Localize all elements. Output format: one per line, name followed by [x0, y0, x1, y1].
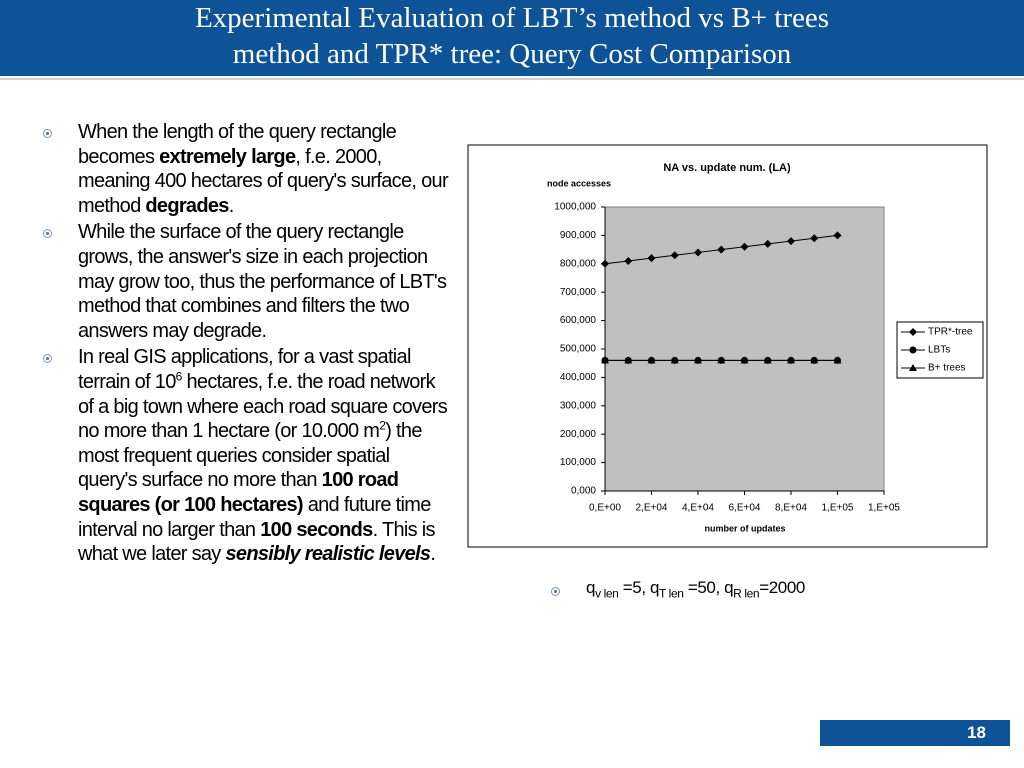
title-bar: Experimental Evaluation of LBT’s method …: [0, 0, 1024, 76]
bullet-list: When the length of the query rectangle b…: [40, 120, 450, 569]
marker: [717, 245, 726, 254]
x-tick-label: 8,E+04: [775, 503, 807, 514]
text-run: 2: [379, 418, 386, 433]
y-tick-label: 0,000: [571, 486, 596, 497]
marker: [624, 256, 633, 265]
y-tick-label: 1000,000: [554, 202, 596, 213]
title-line: Experimental Evaluation of LBT’s method …: [194, 2, 830, 34]
legend-label: B+ trees: [928, 363, 966, 374]
text-run: T len: [659, 586, 684, 601]
marker: [694, 248, 702, 257]
marker: [909, 346, 917, 354]
legend-label: TPR*-tree: [928, 327, 973, 338]
marker: [601, 259, 609, 268]
marker: [833, 231, 842, 240]
y-tick-label: 100,000: [560, 457, 597, 468]
x-tick-label: 6,E+04: [729, 503, 761, 514]
marker: [694, 356, 702, 364]
text-run: , f.e. 2000, meaning 400 hectares of que…: [78, 145, 449, 217]
text-run: .: [228, 194, 235, 217]
text-run: 6: [175, 369, 183, 384]
marker: [909, 328, 917, 336]
text-run: ) the most frequent queries consider spa…: [78, 420, 422, 492]
y-tick-label: 900,000: [560, 230, 597, 241]
y-axis-title: node accesses: [547, 178, 611, 188]
text-run: . This is what we later say: [78, 518, 436, 566]
marker: [601, 356, 609, 364]
bullet: While the surface of the query rectangle…: [40, 220, 450, 343]
marker: [787, 356, 795, 364]
y-tick-label: 700,000: [560, 287, 597, 298]
x-tick-label: 2,E+04: [636, 503, 668, 514]
legend-label: LBTs: [928, 345, 950, 356]
text-run: q: [586, 578, 596, 597]
text-run: and future time interval no larger than: [78, 493, 431, 541]
text-run: extremely large: [159, 145, 296, 168]
marker: [670, 356, 679, 364]
y-tick-label: 400,000: [560, 372, 597, 383]
chart-title: NA vs. update num. (LA): [663, 162, 791, 174]
marker: [740, 242, 749, 251]
text-run: v len: [595, 586, 619, 601]
text-run: degrades: [145, 194, 229, 217]
page-number: 18: [820, 720, 1010, 746]
text-run: In real GIS applications, for a vast spa…: [78, 346, 411, 393]
y-tick-label: 600,000: [560, 315, 597, 326]
x-tick-label: 1,E+05: [822, 503, 854, 514]
marker: [787, 237, 795, 246]
text-run: R len: [733, 586, 760, 601]
x-tick-label: 1,E+05: [868, 503, 900, 514]
text-run: 100 seconds: [260, 518, 373, 541]
text-run: =50, q: [683, 578, 734, 597]
marker: [670, 251, 679, 260]
title-line: method and TPR* tree: Query Cost Compari…: [232, 38, 792, 70]
bullet: When the length of the query rectangle b…: [40, 120, 450, 218]
marker: [647, 356, 656, 364]
marker: [763, 356, 772, 364]
x-tick-label: 0,E+00: [589, 503, 621, 514]
marker: [763, 239, 772, 248]
y-tick-label: 800,000: [560, 258, 597, 269]
text-run: 100 road squares (or 100 hectares): [78, 469, 399, 516]
y-tick-label: 500,000: [560, 344, 597, 355]
x-tick-label: 4,E+04: [682, 503, 714, 514]
text-run: =2000: [759, 578, 805, 597]
text-run: .: [430, 543, 436, 566]
text-run: While the surface of the query rectangle…: [78, 221, 447, 342]
marker: [810, 356, 819, 364]
y-tick-label: 300,000: [560, 400, 597, 411]
marker: [740, 356, 749, 364]
marker: [909, 364, 917, 371]
marker: [833, 356, 842, 364]
marker: [647, 254, 656, 263]
x-axis-title: number of updates: [704, 523, 785, 533]
divider: [0, 78, 1024, 80]
text-run: =5, q: [618, 578, 660, 597]
bullet: In real GIS applications, for a vast spa…: [40, 345, 450, 566]
marker: [717, 356, 726, 364]
y-tick-label: 200,000: [560, 429, 597, 440]
text-run: hectares, f.e. the road network of a big…: [78, 370, 448, 443]
text-run: When the length of the query rectangle b…: [78, 121, 397, 168]
marker: [624, 356, 633, 364]
marker: [810, 234, 819, 243]
text-run: sensibly realistic levels: [225, 543, 431, 566]
note: qv len =5, qT len =50, qR len=2000: [548, 578, 805, 601]
